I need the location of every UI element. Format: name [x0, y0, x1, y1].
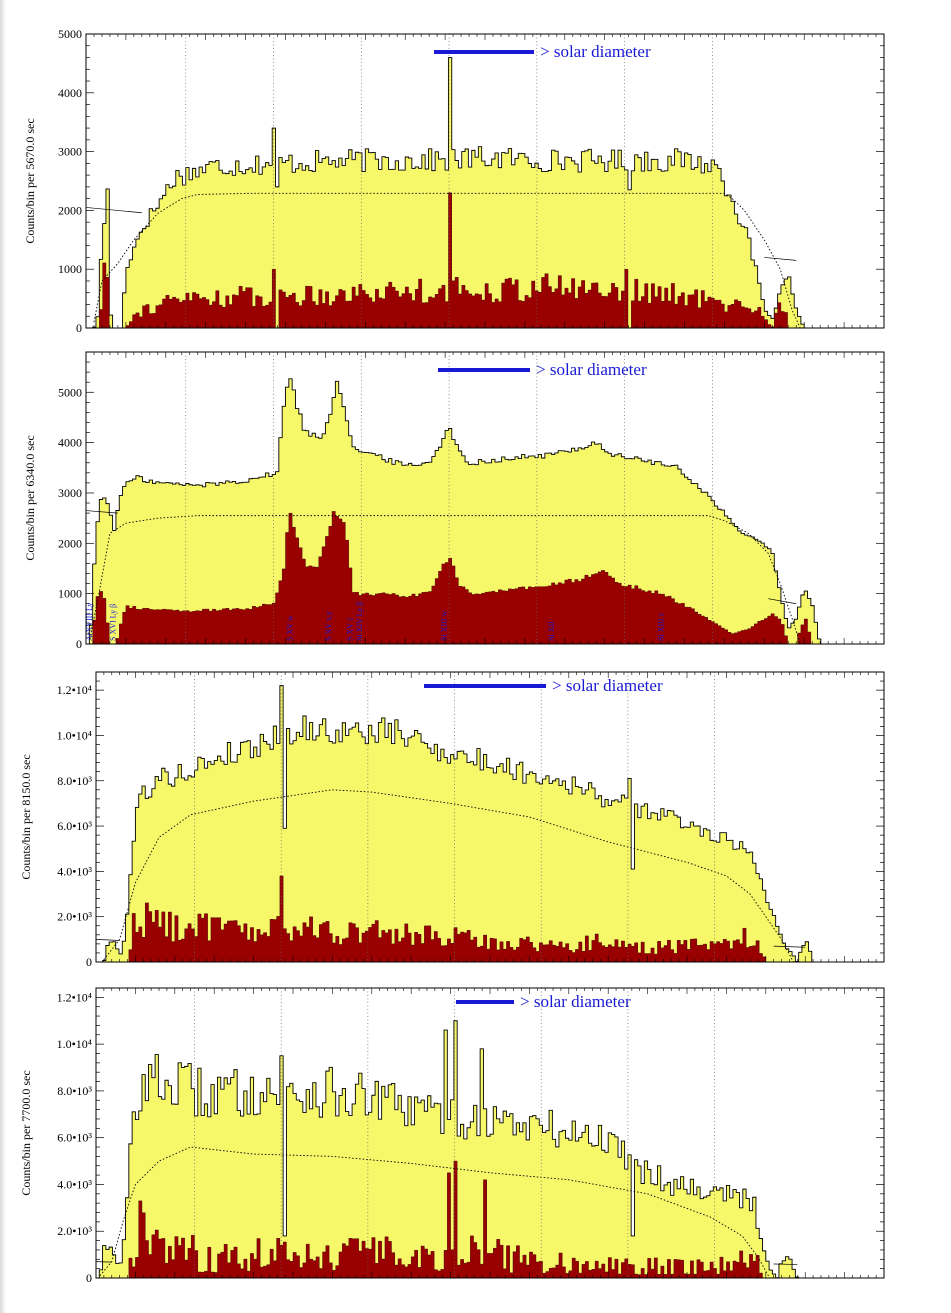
chart-3-y-tick-label: 2.0•10³ [57, 910, 92, 924]
chart-1-background-line-2 [764, 257, 797, 261]
chart-2-line-id-label: Si XII [547, 621, 556, 641]
chart-3-total-counts-histogram [96, 685, 884, 963]
chart-1-y-tick-label: 5000 [58, 27, 82, 41]
chart-1-solar-diameter-label: > solar diameter [540, 42, 651, 61]
chart-4-y-tick-label: 8.0•10³ [57, 1084, 92, 1098]
chart-2-line-id-label: S XVI Ly β [108, 604, 117, 641]
chart-3-y-axis-label: Counts/bin per 8150.0 sec [19, 754, 33, 879]
chart-2-y-tick-label: 5000 [58, 385, 82, 399]
chart-2-solar-diameter-label: > solar diameter [536, 360, 647, 379]
chart-3-svg: 0 2.0•10³ 4.0•10³ 6.0•10³ 8.0•10³ 1.0•10⁴ 1.2•… [19, 671, 885, 966]
chart-2-background-line-1 [85, 510, 118, 514]
chart-2-line-id-label: S XV x,y [324, 611, 333, 641]
chart-2-line-id-label: ArXVIII Ly [85, 603, 94, 641]
chart-3-y-tick-label: 1.0•10⁴ [57, 728, 92, 742]
chart-4-source-counts-histogram [96, 1160, 884, 1279]
chart-2-y-tick-label: 1000 [58, 587, 82, 601]
chart-3-solar-diameter-label: > solar diameter [552, 676, 663, 695]
chart-2-line-id-label: Si XIII z [657, 613, 666, 641]
chart-3-model-curve [103, 789, 794, 963]
chart-2-y-tick-label: 4000 [58, 436, 82, 450]
chart-4-svg: 0 2.0•10³ 4.0•10³ 6.0•10³ 8.0•10³ 1.0•10⁴ 1.2•… [19, 987, 885, 1285]
chart-2-background-line-2 [768, 598, 797, 605]
chart-2-source-counts-histogram [86, 511, 884, 645]
chart-1-y-tick-label: 1000 [58, 262, 82, 276]
chart-4-total-counts-histogram [96, 1020, 884, 1279]
chart-2-svg: 0 1000 2000 3000 4000 5000 Counts/bin per 6340… [23, 351, 885, 650]
chart-3-y-tick-label: 8.0•10³ [57, 774, 92, 788]
chart-1-y-axis-label: Counts/bin per 5670.0 sec [23, 118, 37, 243]
chart-2-y-tick-label: 2000 [58, 536, 82, 550]
chart-4-y-tick-label: 1.0•10⁴ [57, 1037, 92, 1051]
chart-panel-3: 0 2.0•10³ 4.0•10³ 6.0•10³ 8.0•10³ 1.0•10⁴ 1.2•… [8, 664, 888, 966]
chart-3-y-tick-label: 6.0•10³ [57, 819, 92, 833]
chart-2-y-tick-label: 0 [76, 637, 82, 650]
chart-3-y-tick-label: 4.0•10³ [57, 864, 92, 878]
chart-1-y-tick-label: 0 [76, 321, 82, 332]
chart-1-source-counts-histogram [86, 192, 884, 329]
left-edge-shading [0, 0, 6, 1313]
chart-2-y-tick-label: 3000 [58, 486, 82, 500]
chart-4-solar-diameter-label: > solar diameter [520, 992, 631, 1011]
chart-4-model-curve [99, 1146, 771, 1279]
chart-3-y-tick-label: 0 [86, 955, 92, 966]
chart-4-y-tick-label: 4.0•10³ [57, 1177, 92, 1191]
chart-4-y-tick-label: 6.0•10³ [57, 1131, 92, 1145]
chart-2-line-id-label: Si XIII w [440, 611, 449, 641]
chart-panel-2: 0 1000 2000 3000 4000 5000 Counts/bin per 6340… [8, 344, 888, 650]
chart-4-y-tick-label: 2.0•10³ [57, 1224, 92, 1238]
chart-1-background-line-1 [85, 207, 142, 214]
chart-3-y-tick-label: 1.2•10⁴ [57, 683, 92, 697]
chart-panel-1: 0 1000 2000 3000 4000 5000 Counts/bin per 5670… [8, 10, 888, 332]
chart-2-line-id-label: Si XIV Ly β [355, 602, 364, 641]
chart-1-y-tick-label: 3000 [58, 145, 82, 159]
chart-2-line-id-label: S XV z [345, 617, 354, 641]
chart-3-background-line-1 [95, 938, 120, 941]
chart-4-y-axis-label: Counts/bin per 7700.0 sec [19, 1070, 33, 1195]
chart-1-svg: 0 1000 2000 3000 4000 5000 Counts/bin per 5670… [23, 27, 885, 332]
chart-1-y-tick-label: 2000 [58, 203, 82, 217]
chart-2-y-axis-label: Counts/bin per 6340.0 sec [23, 435, 37, 560]
chart-panel-4: 0 2.0•10³ 4.0•10³ 6.0•10³ 8.0•10³ 1.0•10⁴ 1.2•… [8, 980, 888, 1286]
chart-4-y-tick-label: 0 [86, 1271, 92, 1285]
chart-2-line-id-label: S XV w [285, 615, 294, 641]
chart-1-model-curve [93, 192, 801, 329]
chart-1-total-counts-histogram [86, 57, 884, 329]
chart-3-source-counts-histogram [96, 875, 884, 963]
chart-4-y-tick-label: 1.2•10⁴ [57, 990, 92, 1004]
chart-1-y-tick-label: 4000 [58, 86, 82, 100]
chart-3-background-line-2 [773, 945, 806, 948]
